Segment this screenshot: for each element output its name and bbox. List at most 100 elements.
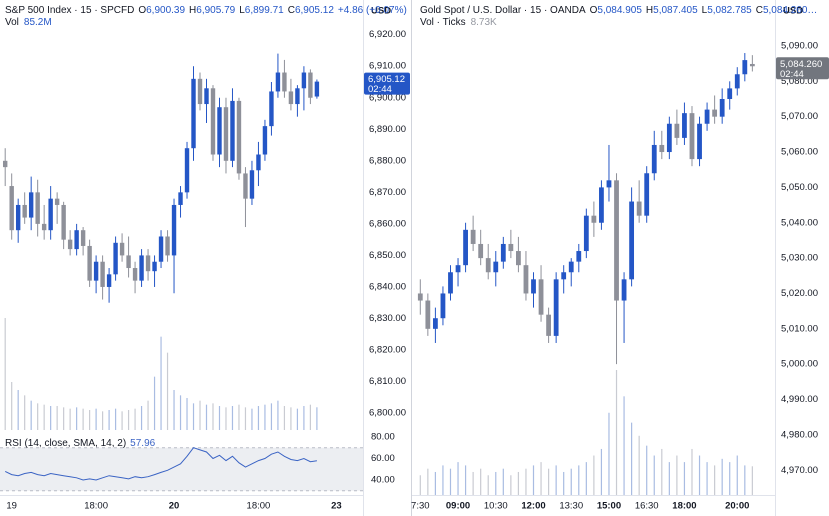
candle-body [727, 88, 733, 99]
chart-title: S&P 500 Index · 15 · SPCFD [5, 5, 134, 16]
y-tick-label: 6,840.00 [369, 281, 406, 292]
price-tag [364, 72, 410, 95]
candle-body [606, 180, 612, 188]
currency-label: USD [371, 6, 391, 17]
volume-bar [464, 465, 467, 495]
volume-bar [585, 462, 587, 495]
chart-title: Gold Spot / U.S. Dollar · 15 · OANDA [420, 5, 586, 16]
candle-body [54, 198, 60, 205]
volume-bar [631, 422, 633, 495]
candle-body [132, 268, 138, 281]
candle-body [674, 123, 680, 138]
volume-bar [30, 400, 32, 430]
candle-body [22, 204, 27, 218]
candle-body [126, 255, 131, 269]
volume-bar [646, 445, 648, 495]
candle-body [651, 144, 657, 174]
candle-body [217, 107, 222, 155]
chart-header: S&P 500 Index · 15 · SPCFD O6,900.39 H6,90… [5, 5, 407, 16]
price-tag-label: 6,905.12 [368, 74, 405, 85]
candle-body [478, 243, 484, 259]
candle-body [9, 186, 14, 231]
y-tick-label: 5,000.00 [781, 359, 818, 370]
volume-bar [487, 475, 489, 495]
volume-bar [121, 411, 123, 430]
candle-body [712, 109, 718, 117]
y-tick-label: 6,880.00 [369, 155, 406, 166]
volume-bar [532, 465, 535, 495]
candle-body [734, 74, 740, 89]
ohlc-key: C [288, 5, 295, 16]
ohlc-key: O [138, 5, 146, 16]
candle-body [152, 261, 157, 272]
candle-body [500, 243, 506, 262]
y-tick-label: 6,830.00 [369, 313, 406, 324]
volume-bar [296, 408, 299, 430]
price-tag [776, 57, 829, 80]
candle-body [742, 60, 748, 75]
candle-body [243, 173, 248, 199]
x-tick-label: 12:00 [521, 501, 545, 512]
candle-body [165, 236, 170, 256]
candle-body [184, 148, 190, 193]
volume-bar [316, 407, 318, 430]
candle-body [463, 229, 468, 266]
volume-bar [510, 475, 512, 495]
volume-bar [277, 400, 279, 430]
ohlc-key: H [646, 5, 653, 16]
volume-bar [192, 403, 195, 430]
y-tick-label: 5,010.00 [781, 323, 818, 334]
volume-bar [218, 406, 221, 430]
y-tick-label: 5,080.00 [781, 76, 818, 87]
volume-bar [593, 455, 595, 495]
ohlc-value: 6,900.39 [146, 5, 185, 16]
volume-bar [166, 352, 169, 430]
volume-bar [76, 407, 78, 430]
volume-bar [615, 370, 618, 495]
y-tick-label: 6,920.00 [369, 29, 406, 40]
volume-bar [4, 318, 6, 430]
candle-body [113, 242, 118, 275]
x-tick-label: 16:30 [635, 501, 659, 512]
candle-body [80, 230, 86, 246]
candle-body [139, 255, 144, 281]
volume-bar [721, 458, 723, 495]
ohlc-key: H [189, 5, 196, 16]
volume-bar [50, 406, 52, 430]
candle-body [171, 204, 177, 256]
volume-bar [238, 404, 240, 430]
volume-bar [251, 408, 253, 430]
candle-body [599, 187, 604, 223]
volume-bar [127, 410, 130, 430]
candle-body [448, 272, 453, 294]
price-tag-countdown: 02:44 [780, 69, 804, 80]
y-tick-label: 6,910.00 [369, 61, 406, 72]
volume-bar [89, 410, 91, 430]
volume-bar [706, 462, 708, 495]
candle-body [100, 261, 105, 287]
candle-body [256, 154, 261, 171]
volume-bar [457, 462, 459, 495]
y-tick-label: 5,040.00 [781, 217, 818, 228]
candle-body [666, 123, 672, 153]
candle-body [314, 81, 320, 97]
candle-body [749, 63, 755, 67]
candle-body [470, 229, 476, 244]
x-tick-label: 23 [331, 501, 342, 512]
volume-value: 85.2M [24, 17, 52, 28]
y-tick-label: 5,030.00 [781, 253, 818, 264]
volume-header: Vol 85.2M [5, 17, 52, 28]
volume-bar [676, 455, 678, 495]
volume-bar [449, 468, 452, 495]
candle-body [236, 100, 242, 174]
candle-body [295, 88, 300, 105]
candle-body [659, 144, 665, 153]
candle-body [158, 236, 164, 262]
y-tick-label: 4,970.00 [781, 465, 818, 476]
candle-body [93, 261, 99, 281]
candle-body [576, 251, 582, 262]
volume-bar [147, 400, 149, 430]
ohlc-key: O [590, 5, 598, 16]
x-tick-label: 7:30 [411, 501, 430, 512]
